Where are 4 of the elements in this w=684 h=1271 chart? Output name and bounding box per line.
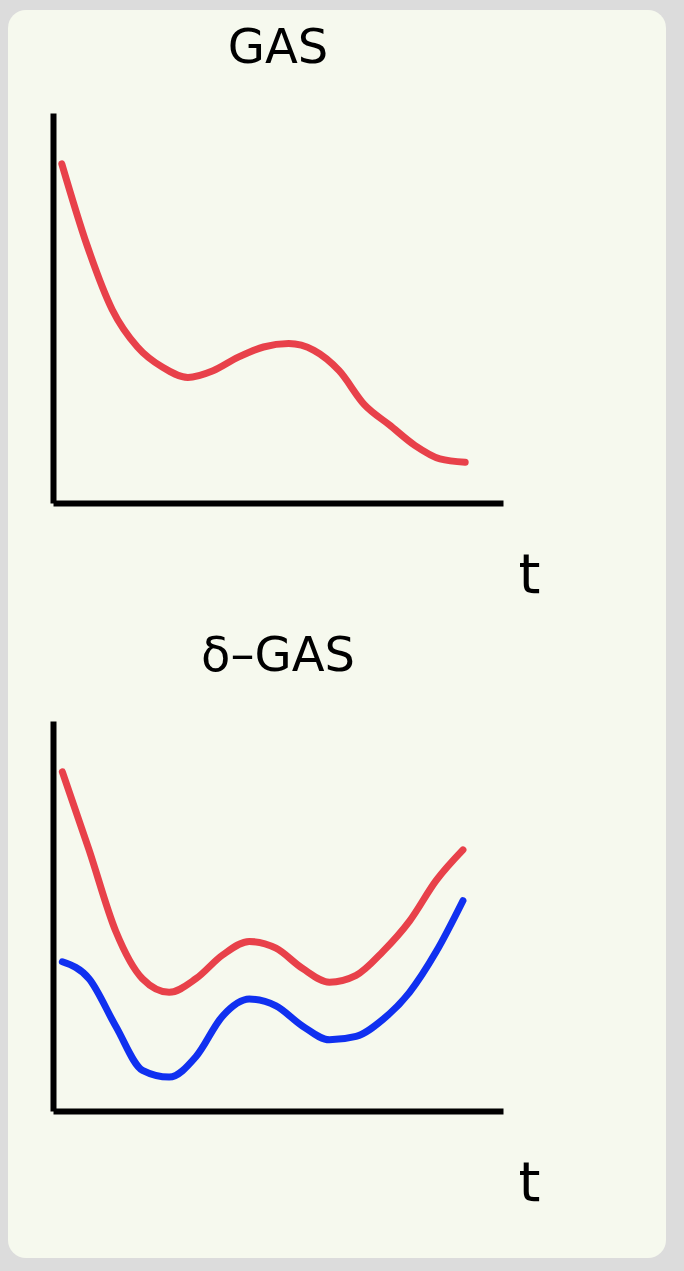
x-axis-title: t [518,540,541,606]
chart-title: GAS [227,18,329,74]
chart-title: δ–GAS [201,626,355,682]
x-axis-title: t [518,1148,541,1214]
